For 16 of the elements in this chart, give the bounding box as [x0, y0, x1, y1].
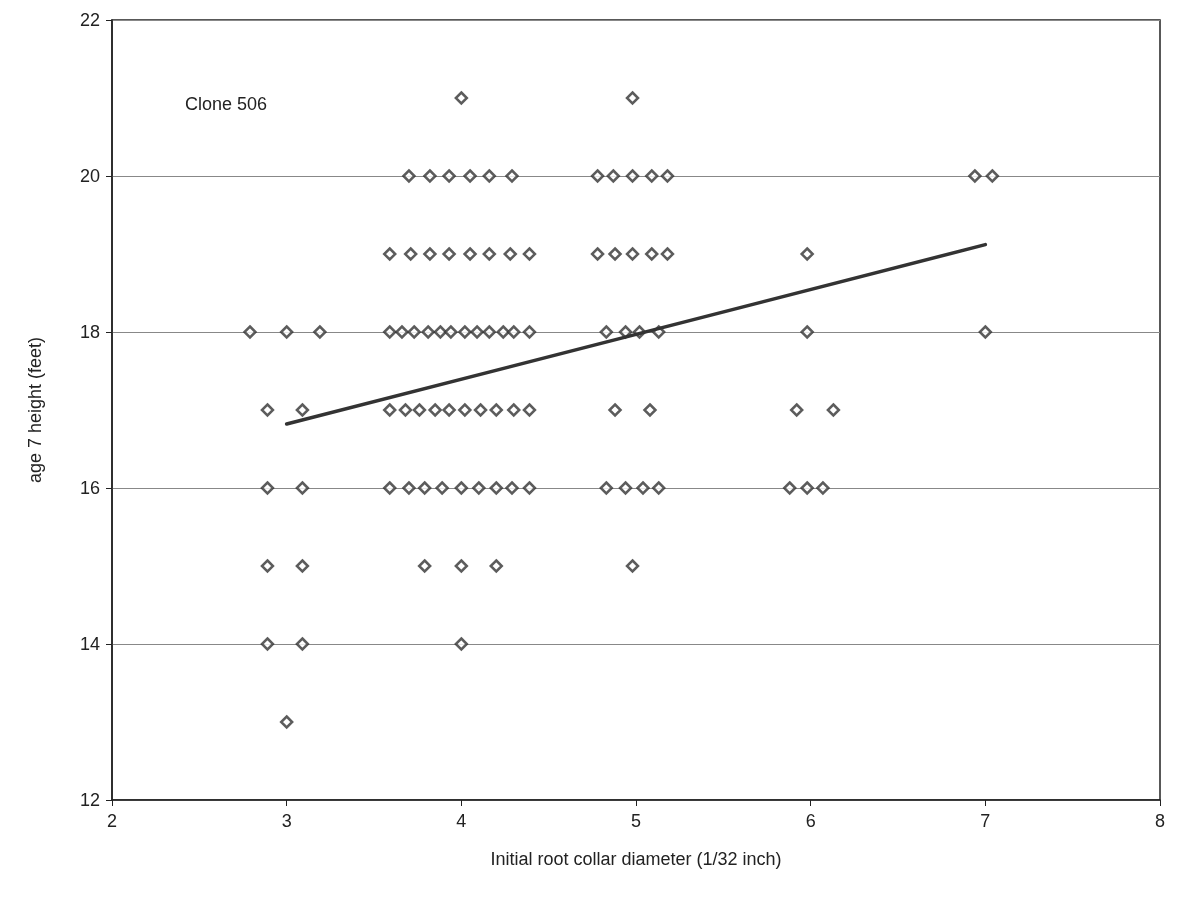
x-tick-label: 5 [630, 811, 642, 831]
x-tick-label: 4 [456, 811, 467, 831]
annotation: Clone 506 [185, 94, 268, 114]
x-tick-label: 2 [106, 811, 118, 831]
x-tick-label: 6 [805, 811, 816, 831]
y-tick-label: 20 [79, 166, 100, 186]
y-axis-title: age 7 height (feet) [25, 336, 45, 484]
x-tick-label: 8 [1154, 811, 1166, 831]
y-tick-label: 14 [79, 634, 100, 654]
x-tick-label: 7 [980, 811, 991, 831]
x-tick-label: 3 [281, 811, 292, 831]
y-tick-label: 12 [79, 790, 100, 810]
x-axis-title: Initial root collar diameter (1/32 inch) [490, 849, 782, 869]
y-tick-label: 22 [79, 10, 100, 30]
y-tick-label: 18 [79, 322, 100, 342]
y-tick-label: 16 [79, 478, 100, 498]
